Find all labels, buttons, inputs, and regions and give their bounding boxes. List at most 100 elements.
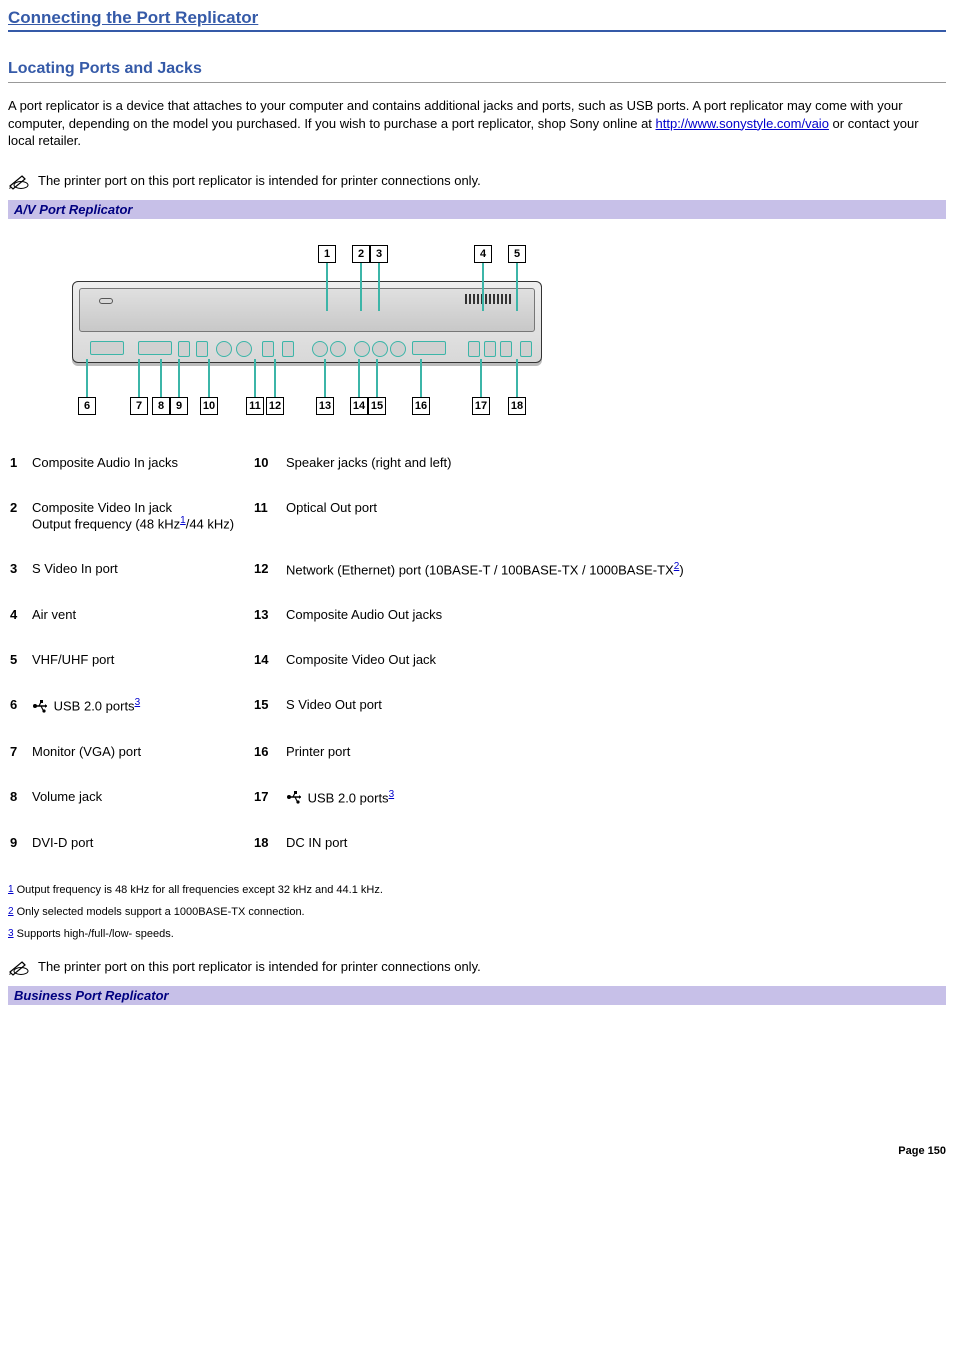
port-label-right: Composite Audio Out jacks: [286, 593, 944, 636]
sony-link[interactable]: http://www.sonystyle.com/vaio: [656, 116, 829, 131]
port-label-right: S Video Out port: [286, 683, 944, 727]
port-shape: [354, 341, 370, 357]
port-text: Optical Out port: [286, 500, 377, 515]
callout-lead: [274, 359, 276, 397]
page-number: Page 150: [8, 1145, 946, 1157]
callout-lead: [160, 359, 162, 397]
port-num-right: 13: [254, 593, 284, 636]
port-shape: [282, 341, 294, 357]
port-num-right: 10: [254, 441, 284, 484]
port-label-left: Volume jack: [32, 775, 252, 819]
port-text: Composite Video Out jack: [286, 652, 436, 667]
callout-10: 10: [200, 397, 218, 415]
port-label-right: Optical Out port: [286, 486, 944, 545]
port-text: S Video Out port: [286, 697, 382, 712]
port-num-left: 3: [10, 547, 30, 591]
port-replicator-diagram: 123456789101112131415161718: [68, 233, 628, 423]
callout-lead: [358, 359, 360, 397]
footnote-ref[interactable]: 3: [135, 697, 141, 708]
port-text: Air vent: [32, 607, 76, 622]
port-shape: [216, 341, 232, 357]
detail-slot: [99, 298, 113, 304]
callout-lead: [324, 359, 326, 397]
note-block-1: The printer port on this port replicator…: [8, 172, 946, 190]
footnote-text: Supports high-/full-/low- speeds.: [17, 928, 174, 940]
port-label-right: Composite Video Out jack: [286, 638, 944, 681]
port-shape: [196, 341, 208, 357]
port-num-right: 18: [254, 821, 284, 864]
port-shape: [312, 341, 328, 357]
callout-17: 17: [472, 397, 490, 415]
footnote: 3 Supports high-/full-/low- speeds.: [8, 928, 946, 940]
callout-15: 15: [368, 397, 386, 415]
port-num-left: 9: [10, 821, 30, 864]
footnote-mark[interactable]: 3: [8, 928, 14, 939]
port-label-left: Monitor (VGA) port: [32, 730, 252, 773]
port-text: VHF/UHF port: [32, 652, 114, 667]
port-text: Composite Video In jack: [32, 500, 172, 515]
port-text: USB 2.0 ports: [308, 790, 389, 805]
footnote-mark[interactable]: 2: [8, 906, 14, 917]
callout-lead: [378, 263, 380, 311]
port-label-left: DVI-D port: [32, 821, 252, 864]
port-text: Printer port: [286, 744, 350, 759]
banner-av: A/V Port Replicator: [8, 200, 946, 219]
callout-12: 12: [266, 397, 284, 415]
footnote-ref[interactable]: 3: [389, 789, 395, 800]
callout-lead: [254, 359, 256, 397]
port-num-right: 15: [254, 683, 284, 727]
footnote: 1 Output frequency is 48 kHz for all fre…: [8, 884, 946, 896]
callout-6: 6: [78, 397, 96, 415]
ports-row: 5VHF/UHF port 14Composite Video Out jack: [10, 638, 944, 681]
port-subtext: /44 kHz): [186, 516, 234, 531]
port-label-left: VHF/UHF port: [32, 638, 252, 681]
port-label-right: Speaker jacks (right and left): [286, 441, 944, 484]
usb-icon: [286, 790, 304, 804]
port-shape: [372, 341, 388, 357]
port-text: DVI-D port: [32, 835, 93, 850]
callout-lead: [376, 359, 378, 397]
port-label-left: Air vent: [32, 593, 252, 636]
page-title: Connecting the Port Replicator: [8, 8, 946, 32]
ports-table: 1Composite Audio In jacks10Speaker jacks…: [8, 439, 946, 866]
port-num-left: 4: [10, 593, 30, 636]
port-label-left: USB 2.0 ports3: [32, 683, 252, 727]
callout-lead: [516, 359, 518, 397]
port-text: Network (Ethernet) port (10BASE-T / 100B…: [286, 562, 674, 577]
note-icon: [8, 172, 30, 190]
footnotes: 1 Output frequency is 48 kHz for all fre…: [8, 884, 946, 940]
footnote-mark[interactable]: 1: [8, 884, 14, 895]
callout-lead: [360, 263, 362, 311]
ports-row: 8Volume jack17 USB 2.0 ports3: [10, 775, 944, 819]
note-block-2: The printer port on this port replicator…: [8, 958, 946, 976]
port-subtext: Output frequency (48 kHz: [32, 516, 180, 531]
callout-lead: [516, 263, 518, 311]
port-shape: [178, 341, 190, 357]
port-shape: [520, 341, 532, 357]
ports-row: 9DVI-D port 18DC IN port: [10, 821, 944, 864]
callout-lead: [326, 263, 328, 311]
port-num-right: 14: [254, 638, 284, 681]
ports-row: 1Composite Audio In jacks10Speaker jacks…: [10, 441, 944, 484]
callout-16: 16: [412, 397, 430, 415]
port-label-right: DC IN port: [286, 821, 944, 864]
section-title: Locating Ports and Jacks: [8, 60, 946, 83]
port-num-left: 5: [10, 638, 30, 681]
note-text-2: The printer port on this port replicator…: [38, 959, 481, 974]
callout-lead: [480, 359, 482, 397]
banner-business: Business Port Replicator: [8, 986, 946, 1005]
footnote-text: Output frequency is 48 kHz for all frequ…: [17, 884, 383, 896]
port-shape: [90, 341, 124, 355]
callout-9: 9: [170, 397, 188, 415]
callout-lead: [178, 359, 180, 397]
port-text: USB 2.0 ports: [54, 699, 135, 714]
port-num-right: 11: [254, 486, 284, 545]
callout-14: 14: [350, 397, 368, 415]
port-label-left: Composite Video In jackOutput frequency …: [32, 486, 252, 545]
port-text: S Video In port: [32, 561, 118, 576]
port-shape: [262, 341, 274, 357]
port-shape: [500, 341, 512, 357]
port-label-right: Network (Ethernet) port (10BASE-T / 100B…: [286, 547, 944, 591]
port-num-left: 2: [10, 486, 30, 545]
usb-icon: [32, 699, 50, 713]
